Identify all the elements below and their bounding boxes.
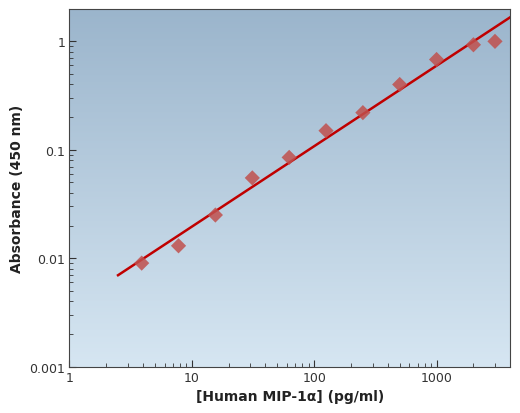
- Y-axis label: Absorbance (450 nm): Absorbance (450 nm): [10, 104, 24, 272]
- Point: [359, 110, 367, 116]
- Point: [211, 212, 219, 219]
- Point: [248, 175, 256, 182]
- Point: [174, 243, 183, 249]
- Point: [433, 57, 441, 64]
- X-axis label: [Human MIP-1α] (pg/ml): [Human MIP-1α] (pg/ml): [196, 389, 384, 404]
- Point: [469, 43, 477, 49]
- Point: [396, 82, 404, 88]
- Point: [491, 39, 499, 45]
- Point: [137, 260, 146, 267]
- Point: [322, 128, 330, 135]
- Point: [285, 155, 293, 161]
